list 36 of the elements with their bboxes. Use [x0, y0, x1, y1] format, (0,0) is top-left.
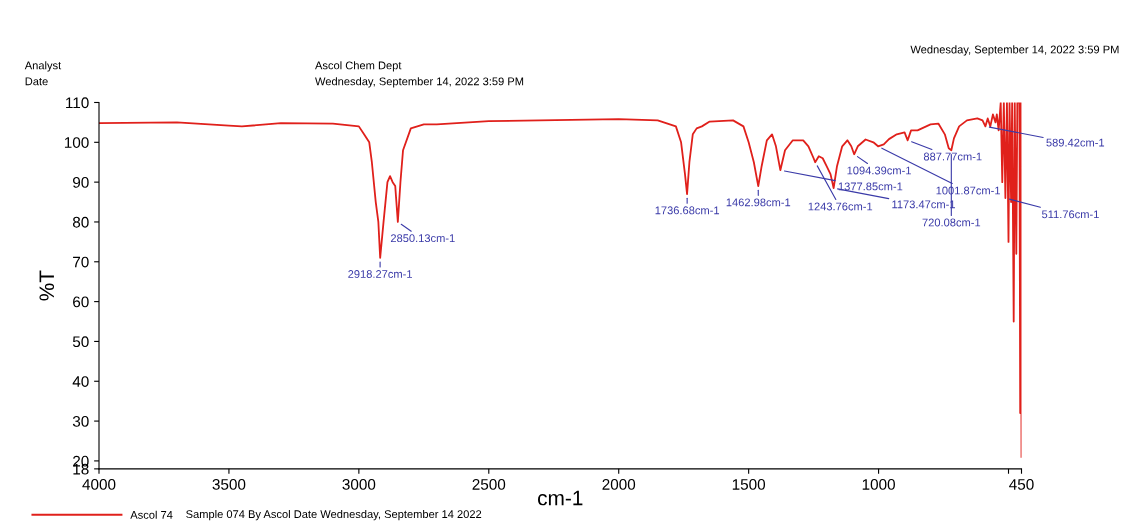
annotation: 1243.76cm-1	[808, 202, 873, 211]
y-tick-label: 60	[73, 296, 89, 308]
y-tick-label: 80	[72, 216, 89, 228]
y-tick-label: 40	[72, 376, 89, 387]
x-axis-title: cm-1	[537, 490, 583, 506]
y-tick-label: 50	[72, 336, 89, 348]
annotation: 1462.98cm-1	[726, 198, 791, 207]
y-tick-label: 30	[72, 415, 89, 427]
text: Ascol 74	[130, 510, 173, 519]
y-tick-label: 100	[64, 137, 89, 148]
annotation: 1377.85cm-1	[838, 182, 903, 191]
annotation: 720.08cm-1	[922, 218, 981, 227]
y-tick-label: 110	[66, 97, 89, 109]
text: Date	[25, 77, 48, 86]
text: Ascol Chem Dept	[315, 61, 402, 72]
annotation: 1094.39cm-1	[847, 166, 911, 175]
y-axis-title: %T	[39, 270, 55, 301]
annotation: 1736.68cm-1	[655, 206, 720, 215]
x-tick-label: 2000	[602, 479, 636, 490]
x-tick-label: 450	[1009, 479, 1034, 490]
x-tick-label: 3500	[212, 479, 246, 490]
text: Analyst	[24, 61, 62, 72]
x-tick-label: 3000	[342, 479, 376, 490]
text: Wednesday, September 14, 2022 3:59 PM	[910, 45, 1119, 56]
x-tick-label: 1500	[732, 479, 766, 490]
annotation: 2850.13cm-1	[390, 234, 455, 243]
annotation: 589.42cm-1	[1046, 138, 1105, 147]
text: Sample 074 By Ascol Date Wednesday, September 14 2022	[186, 509, 482, 521]
y-tick-label: 70	[73, 256, 89, 268]
x-tick-label: 4000	[82, 479, 116, 490]
x-tick-label: 2500	[472, 479, 506, 490]
annotation: 511.76cm-1	[1041, 210, 1099, 219]
annotation: 2918.27cm-1	[348, 270, 412, 278]
x-tick-label: 1000	[862, 479, 895, 490]
y-tick-label: 90	[73, 177, 89, 188]
text: Wednesday, September 14, 2022 3:59 PM	[315, 77, 524, 88]
